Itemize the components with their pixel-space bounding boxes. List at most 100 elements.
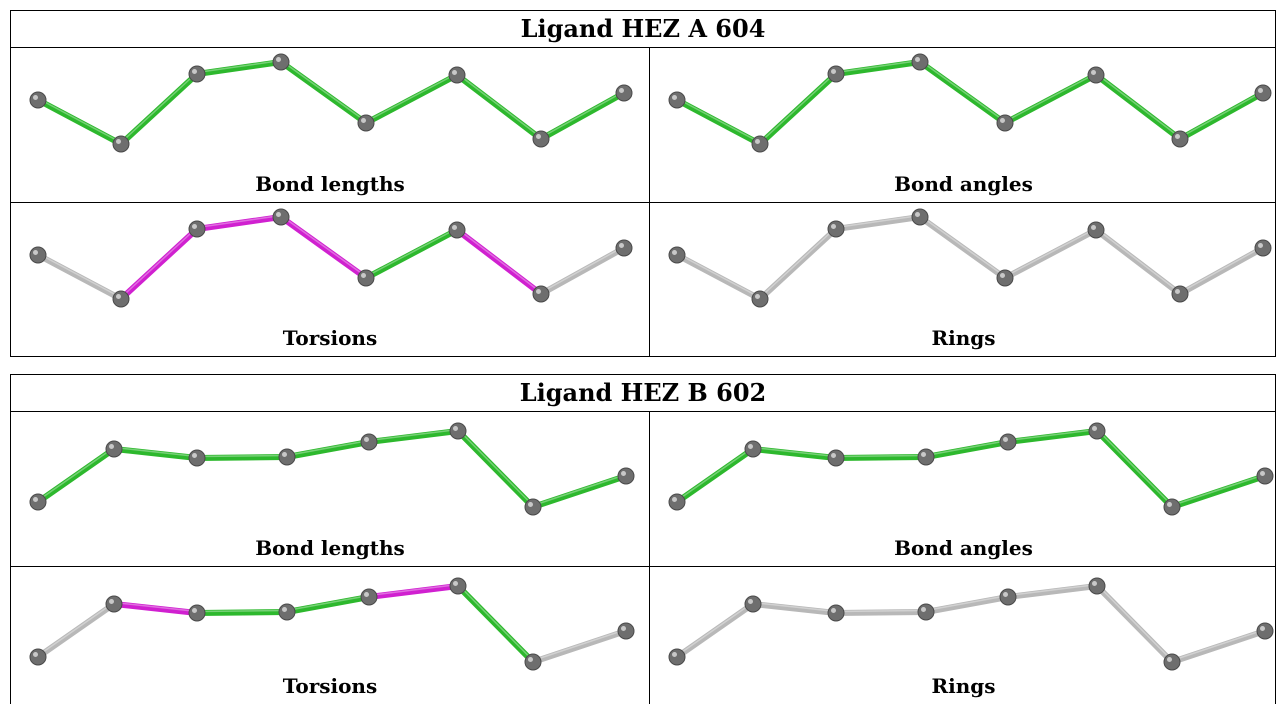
bond-highlight: [286, 594, 370, 612]
bond-highlight: [120, 226, 198, 299]
bond: [1093, 227, 1183, 297]
bond-highlight: [540, 90, 625, 139]
panel-label: Torsions: [282, 674, 378, 698]
panel-torsions: Torsions: [11, 203, 650, 356]
atom-highlight: [282, 607, 287, 612]
bond: [750, 601, 839, 616]
ligand-title: Ligand HEZ A 604: [11, 11, 1275, 48]
atom-highlight: [116, 139, 121, 144]
atom-highlight: [192, 69, 197, 74]
bond-highlight: [676, 97, 761, 144]
bond: [1093, 72, 1183, 142]
bond: [363, 72, 460, 126]
bond: [118, 71, 200, 147]
bond: [1005, 428, 1100, 445]
atom-highlight: [33, 497, 38, 502]
atom: [29, 91, 47, 109]
atom-highlight: [1091, 225, 1096, 230]
atom: [668, 246, 686, 264]
atom-highlight: [453, 426, 458, 431]
atom: [996, 114, 1014, 132]
atom-highlight: [1175, 289, 1180, 294]
atom: [827, 65, 845, 83]
bond-highlight: [925, 594, 1009, 612]
bond: [194, 214, 284, 232]
bond: [1177, 90, 1266, 142]
atom: [617, 467, 635, 485]
atom: [911, 53, 929, 71]
atom-highlight: [1091, 70, 1096, 75]
bond: [194, 609, 290, 616]
molecule-diagram: [29, 577, 635, 671]
bond: [1094, 583, 1175, 665]
bond-highlight: [1004, 72, 1097, 123]
ligand-table-hez-b-602: Ligand HEZ B 602 Bond lengths Bond angle…: [10, 374, 1276, 704]
bond: [366, 583, 461, 600]
atom: [751, 290, 769, 308]
atom: [1171, 285, 1189, 303]
panel-torsions: Torsions: [11, 567, 650, 704]
atom: [999, 433, 1017, 451]
atom: [1087, 221, 1105, 239]
panel-grid: Bond lengths Bond angles Torsions Rings: [11, 48, 1276, 356]
atom: [360, 433, 378, 451]
bond: [1169, 628, 1268, 665]
bond-highlight: [759, 71, 837, 144]
atom: [827, 449, 845, 467]
atom-highlight: [1260, 471, 1265, 476]
panel-bond-lengths: Bond lengths: [11, 412, 650, 567]
bond-highlight: [835, 609, 927, 613]
bond: [1169, 473, 1268, 510]
atom: [827, 220, 845, 238]
atom-highlight: [528, 502, 533, 507]
atom-highlight: [921, 607, 926, 612]
bond: [923, 594, 1011, 615]
atom: [911, 208, 929, 226]
atom-highlight: [109, 599, 114, 604]
atom: [532, 130, 550, 148]
molecule-diagram: [29, 53, 633, 153]
bond: [35, 97, 124, 147]
bond: [455, 583, 536, 665]
bond-highlight: [37, 252, 122, 299]
bond-highlight: [759, 226, 837, 299]
atom-highlight: [748, 599, 753, 604]
bond-highlight: [752, 446, 837, 458]
panel-bond-angles: Bond angles: [650, 48, 1276, 203]
bond-highlight: [37, 601, 115, 657]
bond: [1005, 583, 1100, 600]
bond: [35, 252, 124, 302]
atom-highlight: [915, 57, 920, 62]
atom-highlight: [621, 626, 626, 631]
bond: [194, 59, 284, 77]
atom: [917, 603, 935, 621]
atom-highlight: [536, 289, 541, 294]
panel-label: Bond angles: [894, 172, 1033, 196]
bond: [1177, 245, 1266, 297]
atom: [29, 493, 47, 511]
bond: [530, 473, 629, 510]
bond: [278, 214, 369, 281]
bond-highlight: [1171, 628, 1266, 662]
ligand-title: Ligand HEZ B 602: [11, 375, 1275, 412]
bond: [923, 439, 1011, 460]
bond: [530, 628, 629, 665]
bond-highlight: [835, 214, 921, 229]
atom: [105, 595, 123, 613]
bond: [454, 227, 544, 297]
atom: [996, 269, 1014, 287]
panel-label: Bond lengths: [255, 172, 405, 196]
bond: [366, 428, 461, 445]
bond: [284, 439, 372, 460]
atom: [827, 604, 845, 622]
molecule-diagram: [668, 208, 1272, 308]
atom: [1256, 467, 1274, 485]
atom: [357, 269, 375, 287]
atom: [1163, 498, 1181, 516]
bond: [284, 594, 372, 615]
bond-highlight: [457, 583, 534, 662]
molecule-diagram: [29, 208, 633, 308]
atom: [532, 285, 550, 303]
panel-label: Rings: [931, 674, 996, 698]
bond: [757, 226, 839, 302]
